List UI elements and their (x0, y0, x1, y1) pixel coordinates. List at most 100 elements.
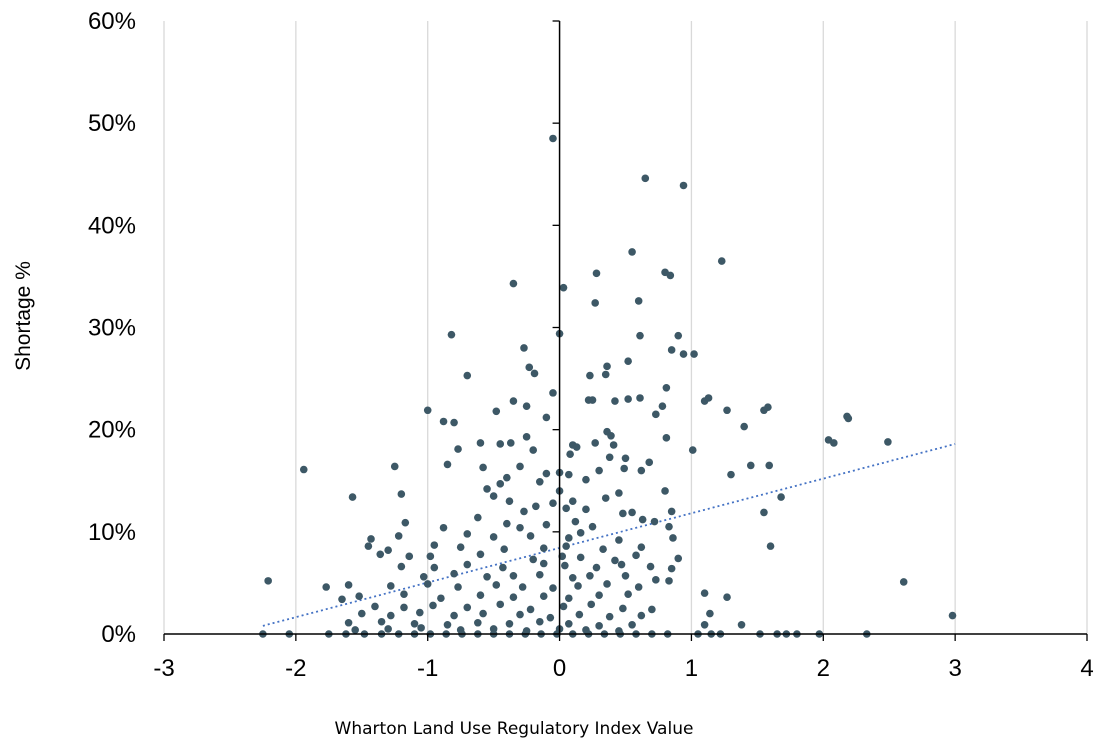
y-tick-label-0: 0% (101, 621, 136, 648)
data-point-154 (539, 559, 548, 568)
data-point-21 (525, 363, 534, 372)
data-point-117 (638, 515, 647, 524)
x-tick-label-4: 1 (685, 655, 698, 682)
y-axis-title: Shortage % (12, 261, 35, 371)
data-point-201 (559, 602, 568, 611)
data-point-126 (565, 534, 573, 542)
data-point-99 (661, 487, 669, 495)
data-point-182 (700, 589, 709, 597)
x-tick-label-2: -1 (417, 655, 438, 682)
data-point-210 (479, 609, 487, 618)
data-point-202 (587, 600, 596, 609)
data-point-105 (582, 505, 590, 514)
data-point-142 (426, 552, 435, 561)
data-point-87 (496, 480, 505, 488)
data-point-187 (437, 594, 445, 603)
data-point-199 (496, 600, 505, 609)
data-point-69 (605, 453, 614, 462)
data-point-110 (401, 518, 410, 527)
data-point-40 (760, 406, 768, 415)
data-point-80 (620, 464, 628, 473)
data-point-217 (344, 618, 353, 627)
data-point-15 (674, 331, 683, 340)
data-point-41 (423, 406, 432, 415)
x-tick-label-1: -2 (285, 655, 306, 682)
data-point-230 (384, 625, 392, 633)
trendline-layer (262, 443, 956, 627)
data-point-42 (492, 407, 501, 416)
gridlines (163, 21, 1088, 634)
data-point-223 (535, 617, 544, 626)
data-point-26 (586, 371, 594, 380)
data-point-221 (474, 618, 482, 627)
x-tick-label-0: -3 (153, 655, 174, 682)
data-point-139 (766, 542, 775, 550)
data-point-161 (450, 569, 458, 578)
data-point-109 (760, 508, 768, 517)
x-axis-title: Wharton Land Use Regulatory Index Value (335, 719, 694, 739)
data-point-115 (571, 517, 580, 526)
data-point-62 (572, 443, 581, 451)
data-point-64 (609, 441, 618, 449)
data-point-100 (777, 493, 785, 501)
data-point-178 (549, 584, 557, 592)
data-point-74 (443, 460, 452, 469)
data-point-208 (416, 608, 424, 617)
data-point-185 (355, 592, 363, 600)
data-point-53 (662, 434, 671, 442)
data-point-226 (628, 621, 636, 629)
data-point-49 (450, 418, 458, 427)
data-point-152 (463, 560, 472, 569)
data-point-107 (628, 508, 636, 517)
data-point-125 (526, 532, 535, 540)
data-point-140 (376, 550, 385, 559)
y-tick-label-3: 30% (88, 315, 136, 342)
data-point-147 (611, 556, 619, 565)
data-point-71 (645, 458, 654, 467)
data-point-212 (546, 613, 555, 622)
data-point-138 (637, 543, 646, 551)
data-point-122 (439, 523, 448, 532)
data-point-128 (615, 536, 623, 544)
data-point-149 (674, 554, 683, 563)
y-tick-label-6: 60% (88, 8, 136, 35)
data-point-22 (603, 362, 611, 371)
data-point-57 (476, 439, 485, 447)
data-point-205 (706, 609, 714, 618)
data-point-103 (520, 507, 528, 516)
data-point-195 (371, 602, 379, 611)
data-point-124 (489, 533, 498, 541)
data-point-68 (566, 450, 574, 458)
data-point-216 (948, 611, 957, 620)
data-point-98 (615, 489, 623, 497)
data-point-2 (679, 181, 688, 190)
data-point-183 (723, 593, 731, 602)
x-tick-label-5: 2 (817, 655, 830, 682)
data-point-219 (410, 619, 419, 628)
data-point-3 (717, 257, 726, 265)
data-point-96 (568, 497, 577, 505)
data-point-136 (562, 542, 570, 550)
data-point-134 (500, 545, 508, 554)
data-point-43 (652, 410, 660, 419)
data-point-16 (520, 344, 528, 352)
data-point-114 (542, 520, 551, 529)
data-point-171 (264, 577, 272, 585)
data-point-198 (463, 603, 472, 612)
data-point-174 (423, 580, 432, 588)
data-point-32 (704, 394, 713, 402)
data-point-189 (509, 593, 518, 602)
data-point-162 (483, 572, 491, 581)
data-point-73 (390, 462, 399, 471)
data-point-227 (700, 621, 709, 629)
x-tick-label-7: 4 (1080, 655, 1093, 682)
data-point-119 (665, 522, 673, 531)
data-point-17 (667, 346, 676, 354)
data-point-156 (592, 563, 601, 572)
data-point-72 (299, 465, 308, 474)
data-point-75 (479, 463, 487, 472)
y-tick-labels: 0% 10% 20% 30% 40% 50% 60% (88, 8, 560, 648)
data-point-192 (595, 591, 603, 599)
data-point-184 (322, 583, 330, 591)
